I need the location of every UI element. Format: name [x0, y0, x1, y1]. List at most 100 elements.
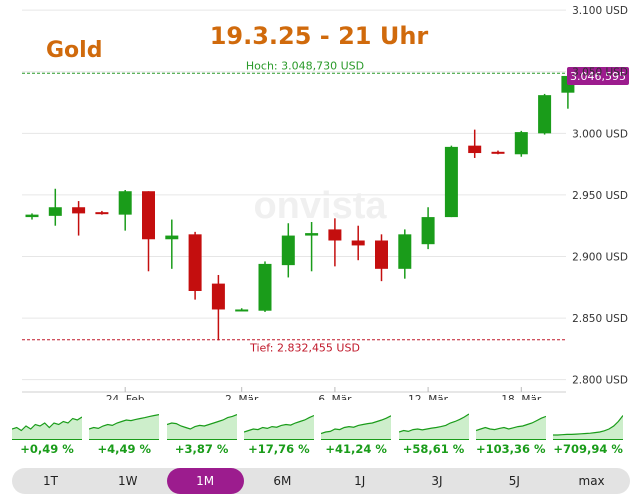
tab-1t[interactable]: 1T	[43, 474, 58, 488]
y-tick-label: 3.000 USD	[572, 128, 628, 140]
y-tick-label: 2.800 USD	[572, 375, 628, 387]
period-change: +709,94 %	[553, 442, 623, 456]
candle-body	[118, 191, 132, 215]
candle	[118, 189, 132, 231]
candle	[421, 207, 435, 250]
candle	[258, 261, 272, 312]
period-card-1m[interactable]: +3,87 %	[166, 404, 237, 460]
candle	[281, 223, 295, 278]
x-tick-label: 12. Mär	[408, 394, 449, 400]
tab-1m[interactable]: 1M	[166, 468, 244, 494]
candle-body	[421, 217, 435, 245]
tab-1j[interactable]: 1J	[354, 474, 366, 488]
y-tick-label: 3.050 USD	[572, 67, 628, 79]
tab-1w[interactable]: 1W	[118, 474, 138, 488]
sparkline-area	[321, 415, 392, 439]
candle	[538, 93, 552, 135]
chart-datetime: 19.3.25 - 21 Uhr	[210, 22, 429, 50]
candle	[25, 213, 39, 220]
x-tick-label: 18. Mär	[501, 394, 542, 400]
candle-body	[48, 207, 62, 216]
candlestick-chart: onvista Hoch: 3.048,730 USD Tief: 2.832,4…	[22, 5, 629, 400]
candle-body	[188, 234, 202, 291]
period-card-1j[interactable]: +41,24 %	[321, 404, 392, 460]
period-card-5j[interactable]: +103,36 %	[475, 404, 546, 460]
sparkline-area	[398, 414, 469, 439]
x-tick-label: 6. Mär	[318, 394, 352, 400]
period-card-max[interactable]: +709,94 %	[553, 404, 624, 460]
candle	[95, 210, 109, 215]
candle	[514, 130, 528, 157]
period-change: +58,61 %	[402, 442, 465, 456]
y-tick-label: 2.950 USD	[572, 190, 628, 202]
candle-body	[165, 235, 179, 240]
y-tick-label: 2.850 USD	[572, 313, 628, 325]
period-change: +17,76 %	[248, 442, 310, 456]
sparkline-line	[89, 414, 160, 430]
period-card-1w[interactable]: +4,49 %	[89, 404, 160, 460]
low-label: Tief: 2.832,455 USD	[249, 342, 360, 355]
sparkline-line	[321, 415, 392, 435]
sparkline	[89, 414, 160, 440]
candle	[375, 234, 388, 282]
candle	[48, 188, 62, 226]
sparkline-area	[553, 415, 624, 439]
y-tick-label: 2.900 USD	[572, 252, 628, 264]
period-card-1t[interactable]: +0,49 %	[12, 404, 82, 460]
candle	[468, 129, 482, 158]
sparkline-area	[243, 415, 314, 439]
sparkline-area	[89, 414, 160, 439]
sparkline-line	[475, 415, 546, 432]
sparkline	[166, 414, 237, 440]
sparkline	[398, 413, 469, 440]
high-label: Hoch: 3.048,730 USD	[246, 59, 364, 72]
candle-body	[444, 146, 458, 218]
x-tick-label: 2. Mär	[225, 394, 259, 400]
candle-body	[211, 283, 225, 310]
candle-body	[375, 240, 388, 269]
candle	[351, 225, 365, 261]
watermark: onvista	[253, 185, 387, 227]
candle-body	[398, 234, 412, 269]
candle	[165, 219, 179, 269]
sparkline-line	[166, 414, 237, 430]
sparkline-line	[398, 413, 469, 433]
candle	[188, 231, 202, 300]
candle	[444, 145, 458, 218]
period-tabs: 1T 1W 1M 6M 1J 3J 5J max	[12, 468, 630, 494]
candle-body	[514, 132, 528, 155]
candle-body	[491, 151, 505, 154]
candle-body	[258, 263, 272, 311]
sparkline-area	[166, 414, 237, 439]
period-card-6m[interactable]: +17,76 %	[243, 404, 314, 460]
candle	[72, 201, 86, 236]
period-performance-row: +0,49 % +4,49 % +3,87 % +17,76 % +41,24 % +58…	[12, 404, 628, 460]
candle-body	[25, 214, 39, 218]
chart-title: Gold	[46, 38, 102, 63]
candle	[398, 229, 412, 279]
candle-body	[538, 95, 552, 134]
tab-3j[interactable]: 3J	[431, 474, 443, 488]
candle	[491, 150, 505, 155]
candle	[211, 274, 225, 341]
sparkline	[12, 416, 82, 440]
candle-body	[328, 229, 342, 241]
sparkline-line	[12, 416, 82, 432]
tab-5j[interactable]: 5J	[508, 474, 520, 488]
period-change: +103,36 %	[476, 442, 546, 456]
period-change: +3,87 %	[174, 442, 229, 456]
y-tick-label: 3.100 USD	[572, 5, 628, 17]
period-change: +4,49 %	[97, 442, 152, 456]
candle-body	[281, 235, 295, 266]
tab-max[interactable]: max	[578, 474, 605, 488]
tab-6m[interactable]: 6M	[273, 474, 292, 488]
candle-body	[72, 207, 86, 214]
sparkline-line	[243, 414, 314, 433]
candle-body	[95, 212, 109, 215]
sparkline	[553, 415, 624, 440]
candle	[305, 222, 319, 272]
last-price-badge	[567, 66, 629, 85]
period-card-3j[interactable]: +58,61 %	[398, 404, 469, 460]
candle-body	[142, 191, 155, 240]
candle-body	[305, 233, 319, 236]
